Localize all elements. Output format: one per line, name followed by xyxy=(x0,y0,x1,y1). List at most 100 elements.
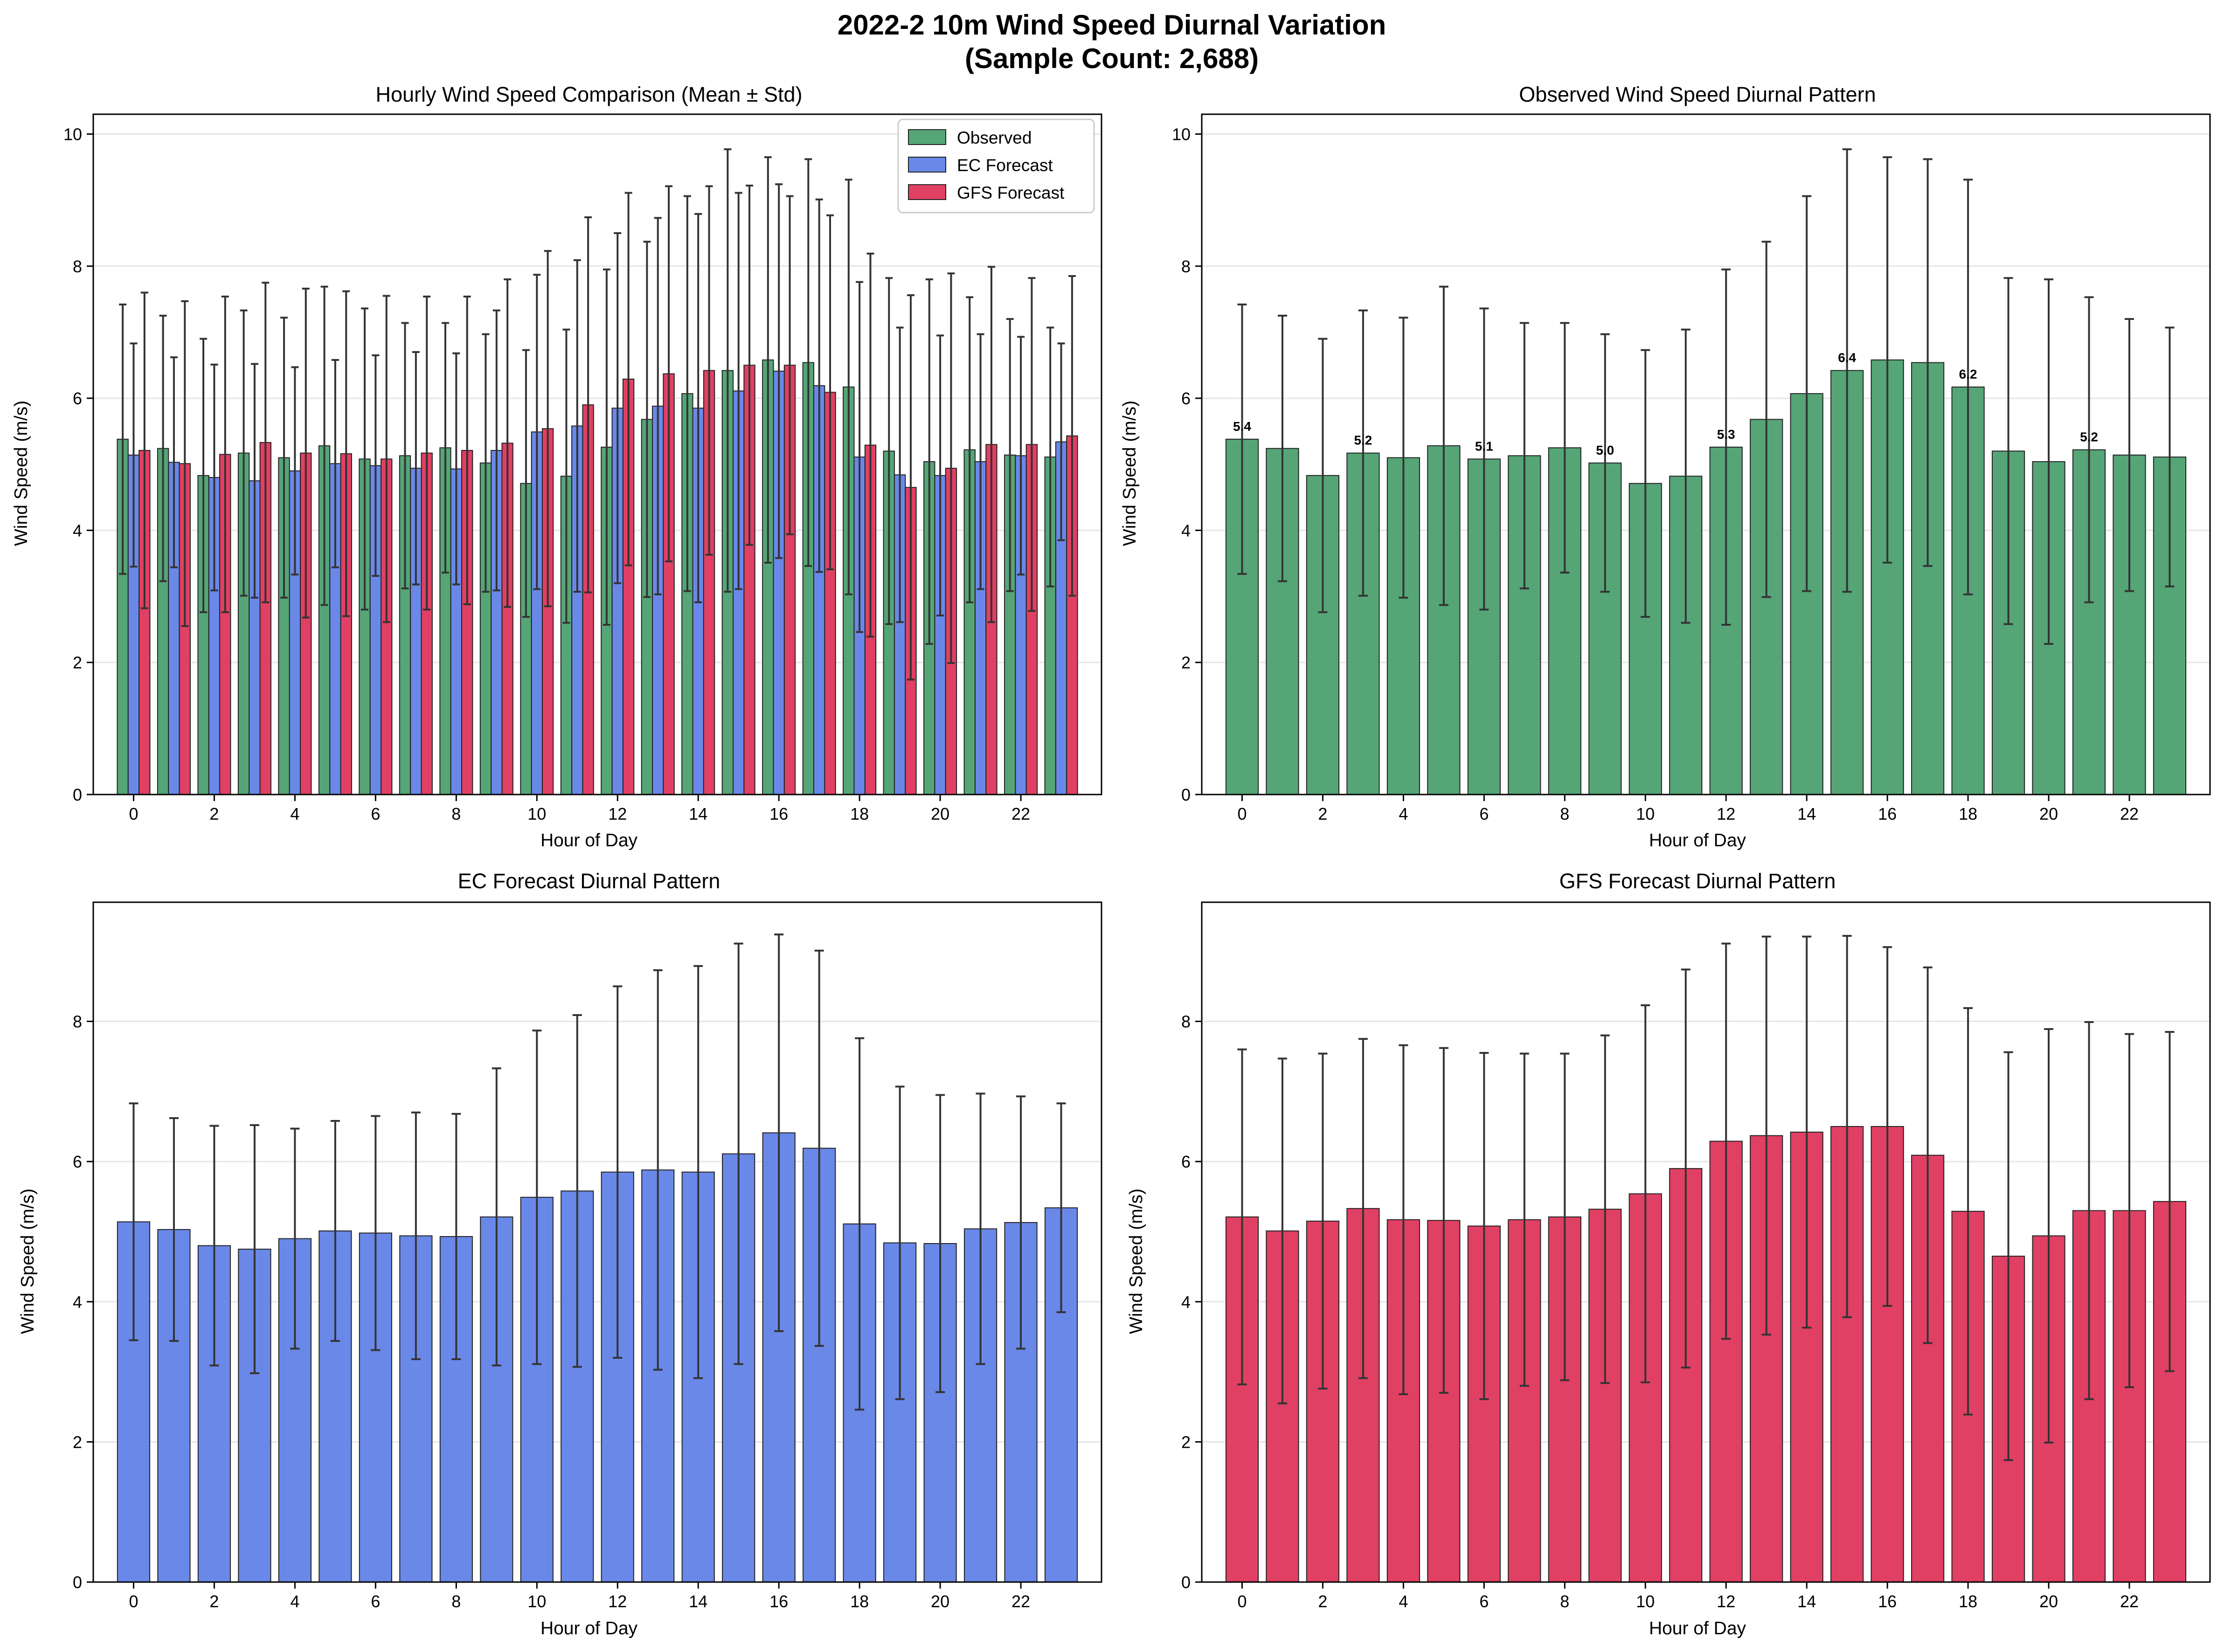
x-tick-label: 0 xyxy=(129,804,138,823)
x-tick-label: 0 xyxy=(1237,1592,1247,1611)
figure-title-line1: 2022-2 10m Wind Speed Diurnal Variation xyxy=(838,9,1386,41)
x-tick-label: 16 xyxy=(769,804,788,823)
x-tick-label: 16 xyxy=(1878,1592,1897,1611)
x-tick-label: 10 xyxy=(527,804,546,823)
y-tick-label: 6 xyxy=(73,389,82,408)
x-tick-label: 22 xyxy=(1012,1592,1030,1611)
y-tick-label: 6 xyxy=(1181,1152,1191,1171)
data-label: 6.2 xyxy=(1959,367,1977,381)
x-tick-label: 18 xyxy=(850,804,869,823)
x-tick-label: 10 xyxy=(527,1592,546,1611)
y-tick-label: 8 xyxy=(1181,257,1191,276)
y-tick-label: 8 xyxy=(73,1012,82,1031)
panel-0-ylabel: Wind Speed (m/s) xyxy=(11,401,31,546)
panel-1-xlabel: Hour of Day xyxy=(1649,830,1746,850)
y-tick-label: 0 xyxy=(1181,785,1191,804)
panel-1-ylabel: Wind Speed (m/s) xyxy=(1120,401,1140,546)
y-tick-label: 4 xyxy=(73,521,82,540)
x-tick-label: 0 xyxy=(129,1592,138,1611)
panel-0-xlabel: Hour of Day xyxy=(540,830,638,850)
legend: Observed EC Forecast GFS Forecast xyxy=(897,118,1095,214)
y-tick-label: 8 xyxy=(1181,1012,1191,1031)
legend-label-ec: EC Forecast xyxy=(957,156,1053,175)
y-tick-label: 0 xyxy=(1181,1573,1191,1592)
x-tick-label: 4 xyxy=(1399,804,1408,823)
x-tick-label: 4 xyxy=(290,1592,299,1611)
x-tick-label: 10 xyxy=(1636,1592,1655,1611)
y-tick-label: 4 xyxy=(1181,521,1191,540)
x-tick-label: 14 xyxy=(1797,804,1816,823)
axes-frame xyxy=(1201,113,2211,795)
x-tick-label: 12 xyxy=(1717,1592,1735,1611)
x-tick-label: 8 xyxy=(451,804,461,823)
plot-area-3: 0 2 4 6 8 0 2 4 6 8 10 12 14 16 18 20 22 xyxy=(1181,901,2211,1611)
panel-ec-pattern: EC Forecast Diurnal Pattern Hour of Day … xyxy=(18,869,720,1638)
bar-gfs xyxy=(1386,1219,1420,1583)
y-tick-label: 10 xyxy=(1172,124,1191,144)
x-tick-label: 20 xyxy=(931,1592,949,1611)
panel-3-xlabel: Hour of Day xyxy=(1649,1618,1746,1638)
y-tick-label: 6 xyxy=(1181,389,1191,408)
y-tick-label: 6 xyxy=(73,1152,82,1171)
legend-label-observed: Observed xyxy=(957,128,1032,147)
legend-swatch-gfs xyxy=(908,184,946,200)
panel-3-ylabel: Wind Speed (m/s) xyxy=(1126,1189,1146,1334)
x-tick-label: 20 xyxy=(2039,1592,2058,1611)
panel-0-title: Hourly Wind Speed Comparison (Mean ± Std… xyxy=(375,83,802,106)
data-label: 5.1 xyxy=(1475,439,1493,453)
x-tick-label: 4 xyxy=(1399,1592,1408,1611)
plot-area-0: 0 2 4 6 8 10 0 2 4 6 8 10 12 14 16 18 20 22 xyxy=(63,113,1102,823)
panel-hourly-comparison: Hourly Wind Speed Comparison (Mean ± Std… xyxy=(11,83,803,850)
y-tick-label: 2 xyxy=(73,653,82,672)
data-label: 5.4 xyxy=(1233,419,1251,434)
x-tick-label: 8 xyxy=(451,1592,461,1611)
x-tick-label: 22 xyxy=(2120,1592,2139,1611)
x-tick-label: 2 xyxy=(1318,1592,1327,1611)
y-tick-label: 0 xyxy=(73,1573,82,1592)
x-tick-label: 18 xyxy=(850,1592,869,1611)
x-tick-label: 2 xyxy=(209,804,219,823)
x-tick-label: 14 xyxy=(689,1592,707,1611)
x-tick-label: 6 xyxy=(1479,1592,1489,1611)
y-tick-label: 2 xyxy=(73,1432,82,1452)
y-tick-label: 4 xyxy=(73,1293,82,1312)
x-tick-label: 16 xyxy=(769,1592,788,1611)
panel-gfs-pattern: GFS Forecast Diurnal Pattern Hour of Day… xyxy=(1126,869,1836,1638)
x-tick-label: 8 xyxy=(1560,1592,1569,1611)
axes-frame xyxy=(92,113,1102,795)
x-tick-label: 14 xyxy=(689,804,707,823)
x-tick-label: 6 xyxy=(371,1592,380,1611)
x-tick-label: 10 xyxy=(1636,804,1655,823)
x-tick-label: 16 xyxy=(1878,804,1897,823)
data-label: 5.0 xyxy=(1596,443,1614,457)
x-tick-label: 22 xyxy=(1012,804,1030,823)
y-tick-label: 2 xyxy=(1181,1432,1191,1452)
figure-title-line2: (Sample Count: 2,688) xyxy=(965,43,1259,74)
x-tick-label: 0 xyxy=(1237,804,1247,823)
x-tick-label: 20 xyxy=(931,804,949,823)
panel-3-title: GFS Forecast Diurnal Pattern xyxy=(1559,869,1836,893)
panel-2-xlabel: Hour of Day xyxy=(540,1618,638,1638)
panel-2-title: EC Forecast Diurnal Pattern xyxy=(458,869,721,893)
panel-observed-pattern: Observed Wind Speed Diurnal Pattern Hour… xyxy=(1120,83,1876,850)
x-tick-label: 2 xyxy=(209,1592,219,1611)
panel-1-title: Observed Wind Speed Diurnal Pattern xyxy=(1519,83,1876,106)
x-tick-label: 12 xyxy=(1717,804,1735,823)
y-tick-label: 10 xyxy=(63,124,82,144)
plot-area-2: 0 2 4 6 8 0 2 4 6 8 10 12 14 16 18 20 22 xyxy=(73,901,1102,1611)
y-tick-label: 4 xyxy=(1181,1293,1191,1312)
x-tick-label: 2 xyxy=(1318,804,1327,823)
x-tick-label: 22 xyxy=(2120,804,2139,823)
data-label: 5.2 xyxy=(1354,433,1372,448)
axes-frame xyxy=(92,901,1102,1583)
x-tick-label: 6 xyxy=(371,804,380,823)
x-tick-label: 6 xyxy=(1479,804,1489,823)
x-tick-label: 4 xyxy=(290,804,299,823)
legend-label-gfs: GFS Forecast xyxy=(957,183,1065,202)
data-label: 5.2 xyxy=(2080,430,2098,444)
data-label: 5.3 xyxy=(1717,427,1735,442)
x-tick-label: 20 xyxy=(2039,804,2058,823)
panel-2-ylabel: Wind Speed (m/s) xyxy=(18,1189,38,1334)
x-tick-label: 12 xyxy=(608,804,627,823)
